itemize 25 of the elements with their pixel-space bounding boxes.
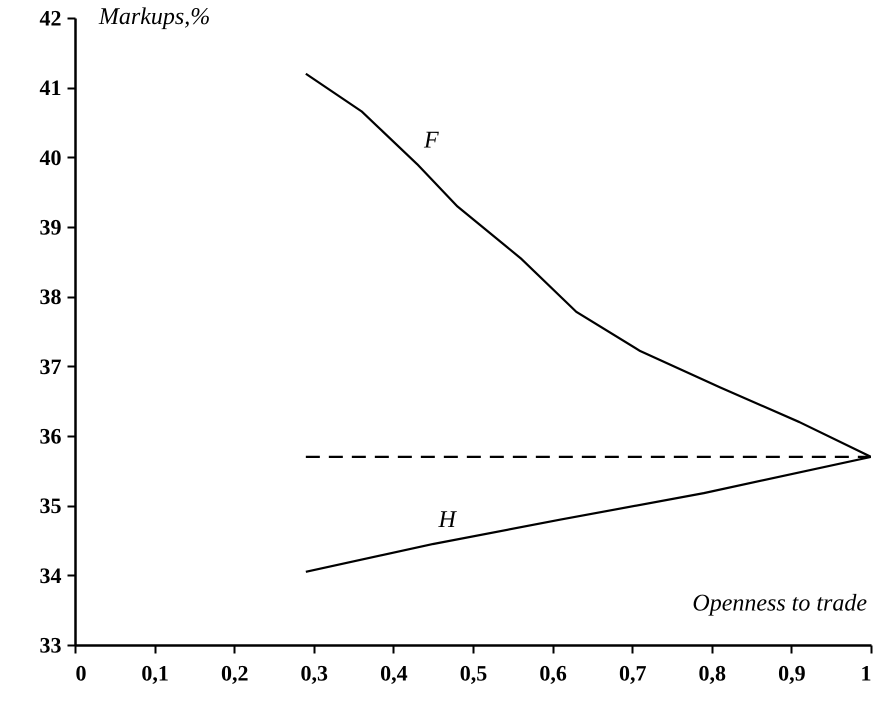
x-tick-label: 0,6 <box>539 660 567 686</box>
y-tick-label: 42 <box>40 6 62 30</box>
x-tick-label: 0,9 <box>778 660 806 686</box>
x-axis-title: Openness to trade <box>692 590 868 616</box>
x-tick-label: 0,2 <box>220 660 248 686</box>
y-axis-title: Markups,% <box>98 4 210 30</box>
x-tick-label: 0,5 <box>460 660 488 686</box>
x-tick-label: 0,3 <box>300 660 328 686</box>
y-tick-label: 33 <box>40 632 62 658</box>
y-tick-label: 34 <box>40 562 62 588</box>
y-tick-label: 41 <box>40 75 62 100</box>
x-tick-label: 1 <box>860 660 872 686</box>
x-tick-label: 0,1 <box>141 660 169 686</box>
y-tick-label: 40 <box>40 144 62 170</box>
y-tick-label: 36 <box>40 424 62 448</box>
x-tick-label: 0,7 <box>618 660 646 686</box>
y-tick-label: 35 <box>40 493 62 518</box>
series-label: H <box>438 506 458 533</box>
y-tick-label: 38 <box>40 284 62 310</box>
y-tick-label: 39 <box>40 214 62 240</box>
series-label: F <box>422 127 439 154</box>
x-tick-label: 0,4 <box>380 660 408 686</box>
x-tick-label: 0,8 <box>698 660 726 686</box>
x-tick-label: 0 <box>76 660 86 686</box>
y-tick-label: 37 <box>40 354 62 379</box>
